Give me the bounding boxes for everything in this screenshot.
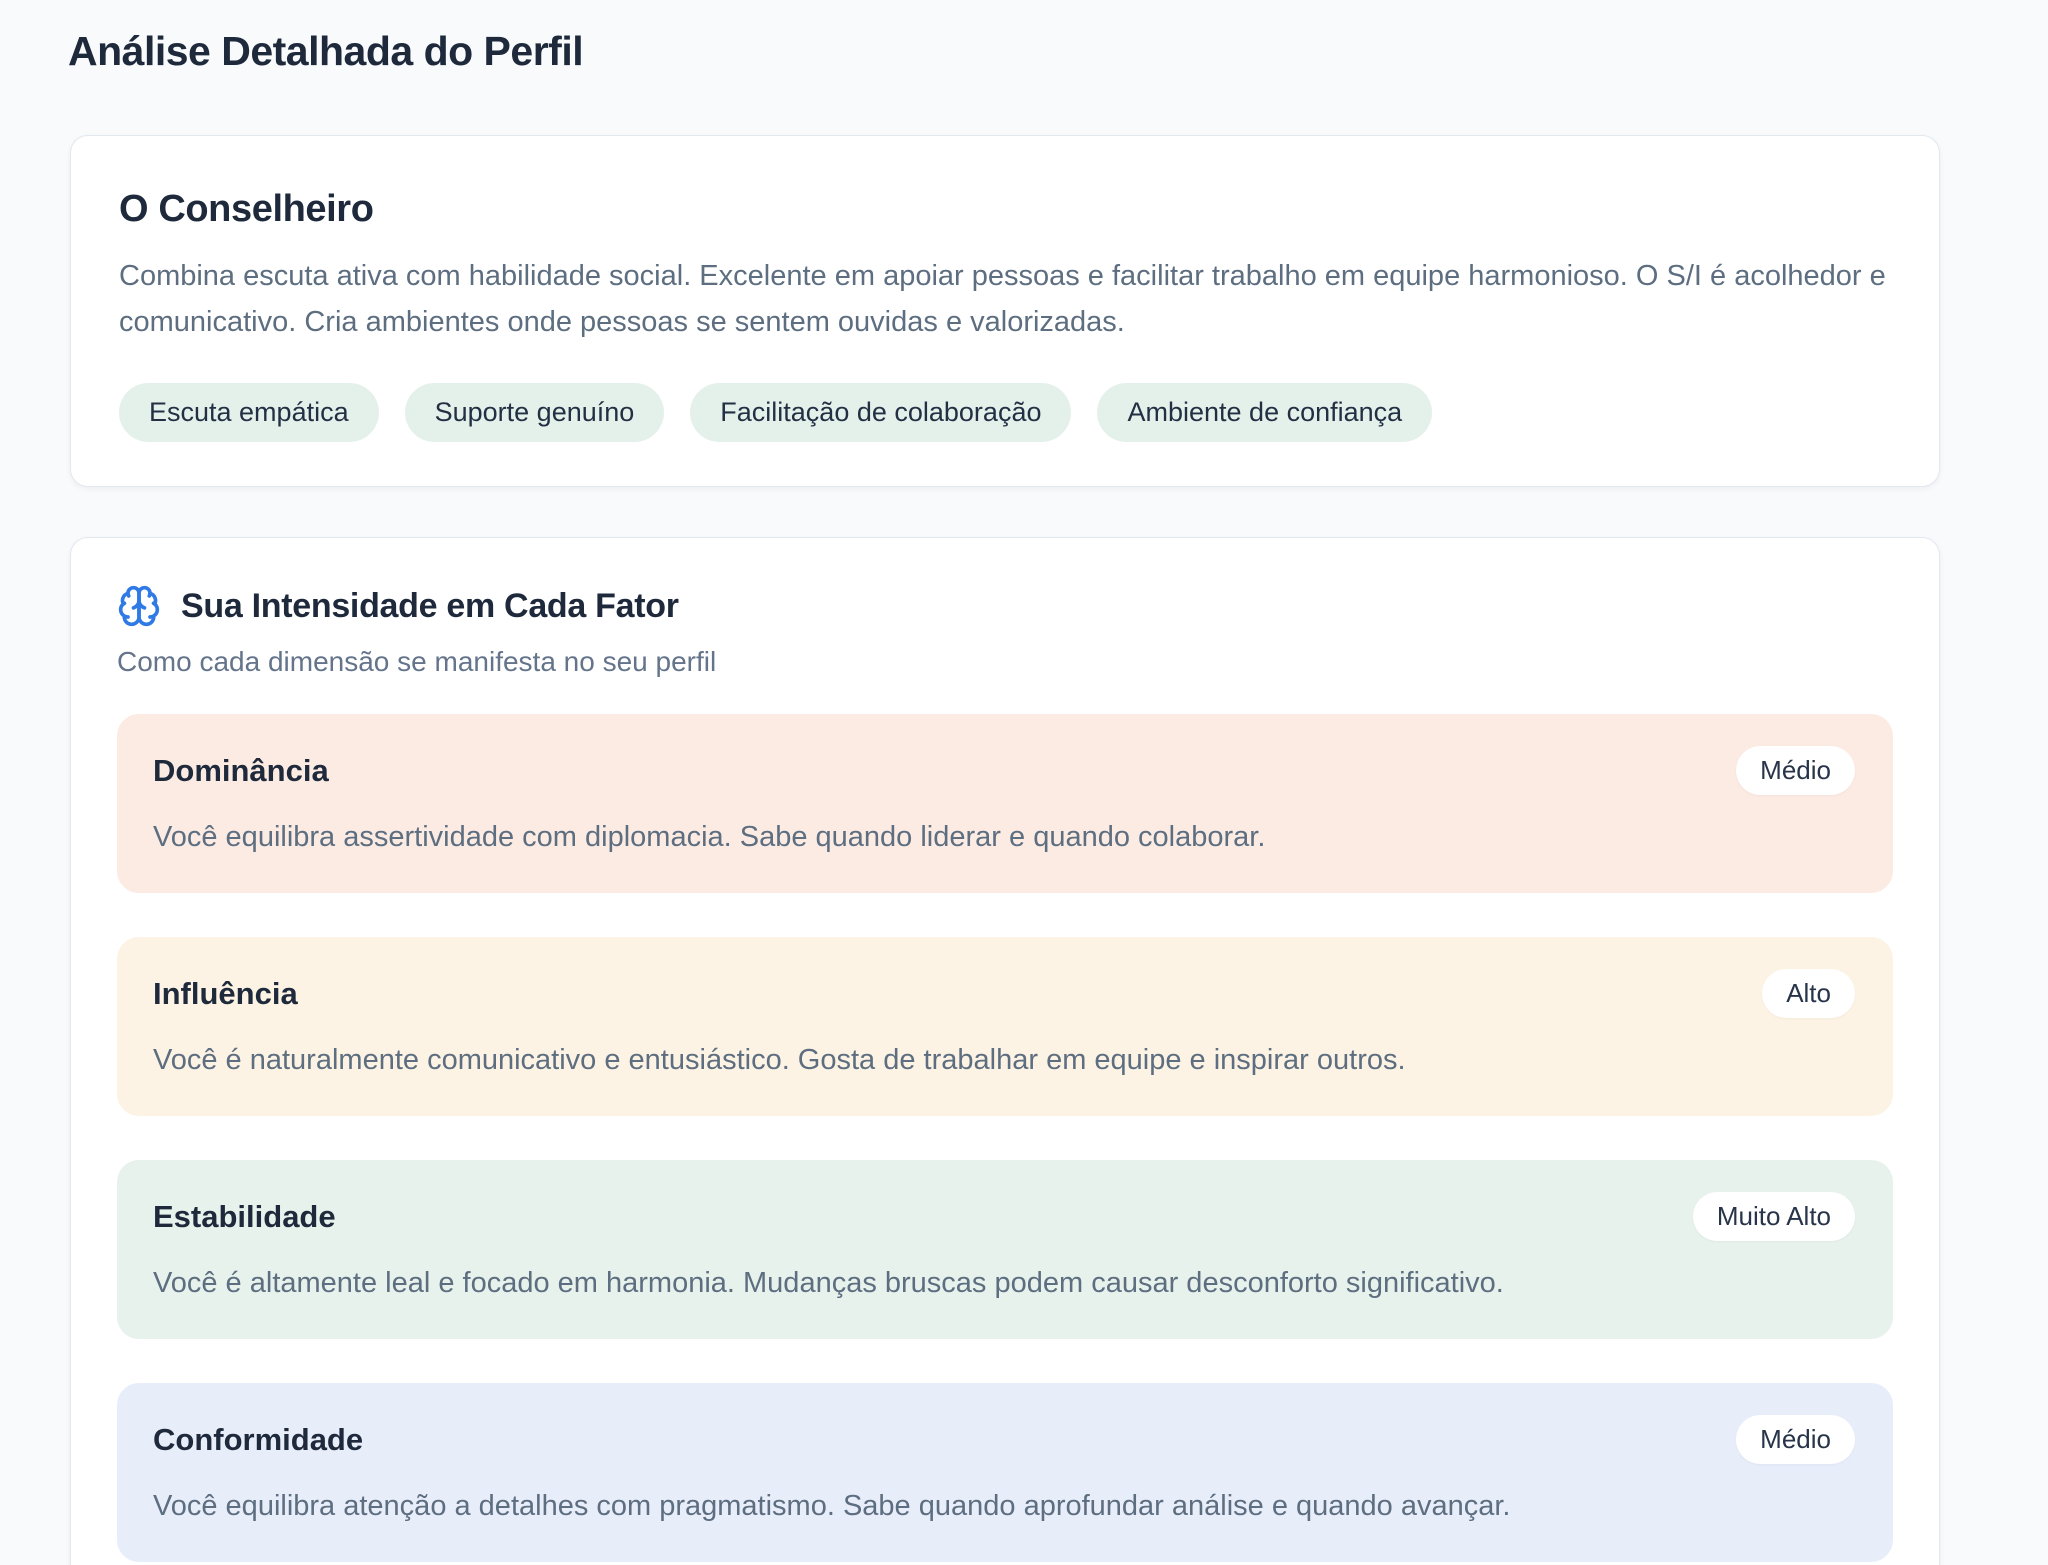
factor-description: Você equilibra atenção a detalhes com pr… xyxy=(153,1490,1511,1522)
trait-tag: Ambiente de confiança xyxy=(1097,383,1433,442)
page-title: Análise Detalhada do Perfil xyxy=(68,28,584,74)
factor-intensity-subtitle: Como cada dimensão se manifesta no seu p… xyxy=(117,646,717,677)
factor-description: Você equilibra assertividade com diploma… xyxy=(153,821,1266,853)
factor-level-badge: Médio xyxy=(1736,746,1855,795)
factor-name: Influência xyxy=(153,975,298,1011)
factor-list: Dominância Médio Você equilibra assertiv… xyxy=(117,714,1893,1562)
factor-description: Você é altamente leal e focado em harmon… xyxy=(153,1267,1504,1299)
brain-icon xyxy=(117,584,161,628)
trait-tag: Escuta empática xyxy=(119,383,379,442)
factor-intensity-title: Sua Intensidade em Cada Fator xyxy=(181,586,679,625)
trait-tag: Suporte genuíno xyxy=(404,383,665,442)
factor-description: Você é naturalmente comunicativo e entus… xyxy=(153,1044,1406,1076)
factor-row-dominancia: Dominância Médio Você equilibra assertiv… xyxy=(117,714,1893,893)
trait-tag: Facilitação de colaboração xyxy=(690,383,1072,442)
factor-head: Influência Alto xyxy=(153,969,1855,1018)
factor-row-estabilidade: Estabilidade Muito Alto Você é altamente… xyxy=(117,1160,1893,1339)
factor-head: Estabilidade Muito Alto xyxy=(153,1192,1855,1241)
factor-name: Estabilidade xyxy=(153,1198,336,1234)
profile-description: Combina escuta ativa com habilidade soci… xyxy=(119,260,1886,338)
profile-type-title: O Conselheiro xyxy=(119,188,374,230)
factor-name: Dominância xyxy=(153,752,329,788)
factor-head: Dominância Médio xyxy=(153,746,1855,795)
trait-tag-list: Escuta empática Suporte genuíno Facilita… xyxy=(119,383,1891,442)
factor-intensity-card: Sua Intensidade em Cada Fator Como cada … xyxy=(70,537,1940,1565)
factor-row-conformidade: Conformidade Médio Você equilibra atençã… xyxy=(117,1383,1893,1562)
factor-row-influencia: Influência Alto Você é naturalmente comu… xyxy=(117,937,1893,1116)
factor-head: Conformidade Médio xyxy=(153,1415,1855,1464)
factor-intensity-header: Sua Intensidade em Cada Fator xyxy=(117,584,1893,628)
factor-name: Conformidade xyxy=(153,1421,364,1457)
profile-summary-card: O Conselheiro Combina escuta ativa com h… xyxy=(70,135,1940,487)
factor-level-badge: Alto xyxy=(1762,969,1855,1018)
factor-level-badge: Médio xyxy=(1736,1415,1855,1464)
factor-level-badge: Muito Alto xyxy=(1692,1192,1855,1241)
